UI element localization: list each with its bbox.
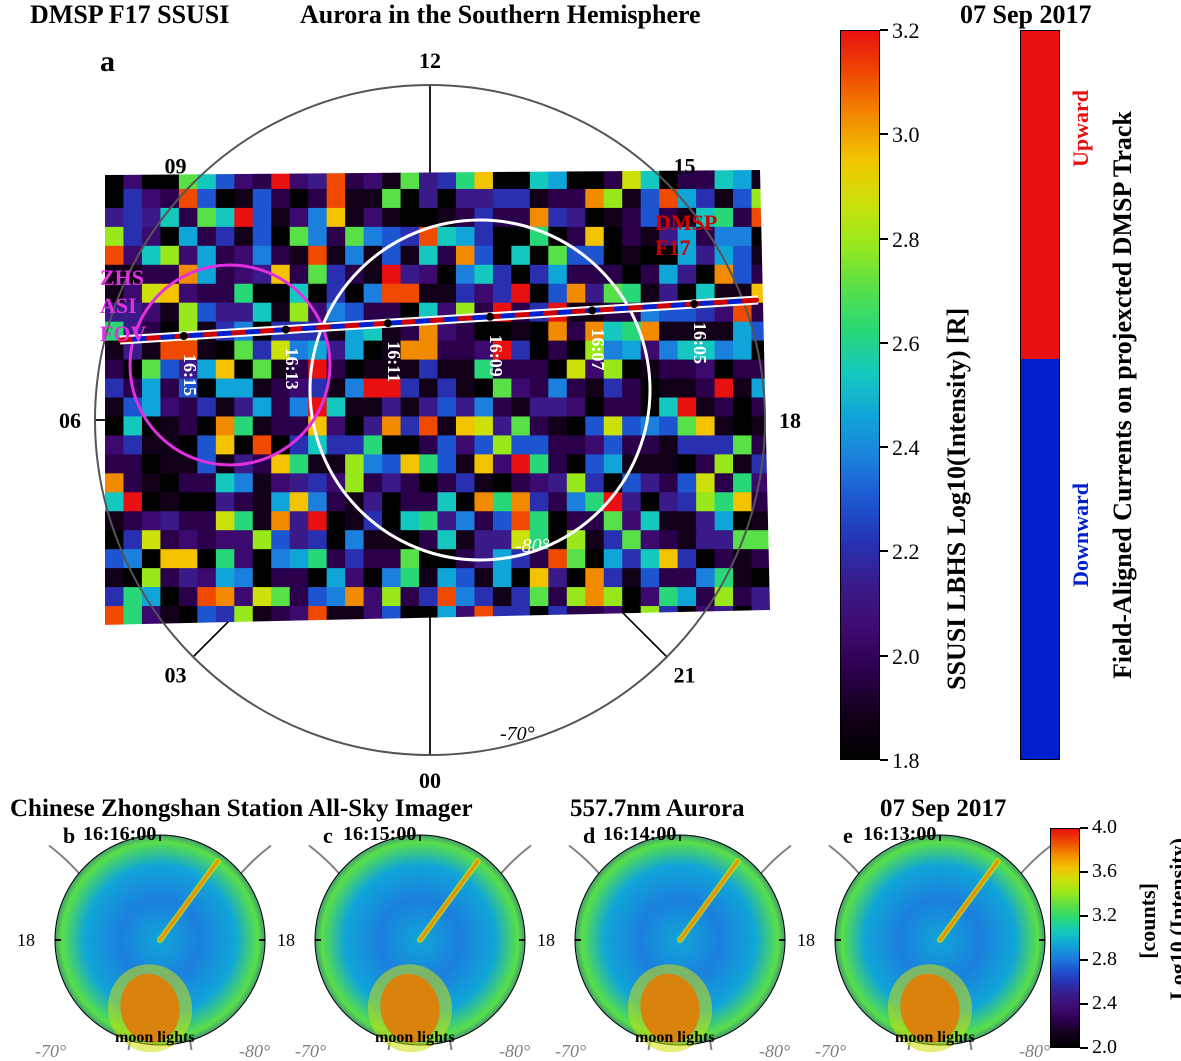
lat70-label: -70°	[500, 723, 535, 745]
colorbar-tick	[880, 342, 888, 344]
thumb-18: 18	[537, 930, 555, 951]
thumb-time: 16:16:00	[83, 823, 156, 846]
thumb-c: c16:15:0018-70°-80°moon lights	[295, 825, 545, 1061]
fac-upward-label: Upward	[1068, 90, 1094, 167]
thumb-time: 16:13:00	[863, 823, 936, 846]
lat80-label: -80°	[515, 535, 550, 557]
thumb-time: 16:15:00	[343, 823, 416, 846]
colorbar-ticklabel: 2.0	[1092, 1036, 1117, 1059]
moon-label: moon lights	[635, 1029, 715, 1047]
zhs-label: ZHS	[100, 265, 144, 291]
thumb-lat70: -70°	[35, 1041, 66, 1061]
track-time: 16:05	[690, 322, 710, 364]
panel-a-svg: 16:15 16:13 16:11 16:09 16:07 16:05 12 15 18 21 00…	[0, 20, 830, 790]
hour-label: 18	[779, 408, 801, 433]
track-time: 16:07	[588, 328, 608, 370]
thumb-lat70: -70°	[815, 1041, 846, 1061]
thumb-18: 18	[277, 930, 295, 951]
thumb-b: b16:16:0018-70°-80°moon lights	[35, 825, 285, 1061]
thumb-18: 18	[17, 930, 35, 951]
header-right: 07 Sep 2017	[960, 0, 1091, 30]
thumb-18: 18	[797, 930, 815, 951]
colorbar-ticklabel: 2.0	[892, 644, 920, 670]
thumb-lat80: -80°	[239, 1041, 270, 1061]
colorbar-tick	[880, 133, 888, 135]
colorbar3-axis-label2: Log10 (Intensity)	[1165, 838, 1181, 1000]
thumb-svg	[295, 825, 550, 1061]
hour-label: 09	[164, 153, 186, 178]
colorbar-tick	[880, 29, 888, 31]
thumb-lat70: -70°	[555, 1041, 586, 1061]
zhs-label: ASI	[100, 293, 137, 319]
colorbar-ticklabel: 2.4	[1092, 992, 1117, 1015]
colorbar-fac-lower	[1020, 359, 1060, 761]
row2-header-right: 07 Sep 2017	[880, 795, 1006, 823]
thumb-lat80: -80°	[759, 1041, 790, 1061]
dmsp-label-2: F17	[655, 235, 690, 261]
thumb-id: e	[843, 823, 853, 849]
colorbar-ticklabel: 2.8	[892, 227, 920, 253]
row2-header-center: 557.7nm Aurora	[570, 795, 745, 823]
thumb-d: d16:14:0018-70°-80°moon lights	[555, 825, 805, 1061]
colorbar-ticklabel: 2.8	[1092, 948, 1117, 971]
thumb-id: b	[63, 823, 75, 849]
thumb-lat70: -70°	[295, 1041, 326, 1061]
track-time: 16:13	[282, 348, 302, 390]
thumb-lat80: -80°	[1019, 1041, 1050, 1061]
colorbar-tick	[1080, 959, 1088, 961]
row2-header-left: Chinese Zhongshan Station All-Sky Imager	[10, 795, 473, 823]
colorbar-ticklabel: 4.0	[1092, 816, 1117, 839]
thumb-svg	[555, 825, 810, 1061]
colorbar-ticklabel: 2.4	[892, 435, 920, 461]
hour-label: 00	[419, 768, 441, 790]
hour-label: 06	[59, 408, 81, 433]
colorbar-tick	[1080, 871, 1088, 873]
colorbar-tick	[1080, 827, 1088, 829]
colorbar-thumbs	[1050, 828, 1080, 1048]
hour-label: 12	[419, 48, 441, 73]
moon-label: moon lights	[375, 1029, 455, 1047]
thumb-e: e16:13:0018-70°-80°moon lights	[815, 825, 1065, 1061]
moon-label: moon lights	[895, 1029, 975, 1047]
panel-a: 16:15 16:13 16:11 16:09 16:07 16:05 12 15 18 21 00…	[0, 20, 830, 790]
colorbar3-axis-label1: [counts]	[1135, 883, 1161, 959]
colorbar2-axis-label: Field-Aligned Currents on projexcted DMS…	[1108, 30, 1138, 760]
thumb-id: c	[323, 823, 333, 849]
fac-downward-label: Downward	[1068, 483, 1094, 587]
track-time: 16:15	[180, 354, 200, 396]
track-time: 16:09	[486, 335, 506, 377]
colorbar-tick	[880, 238, 888, 240]
colorbar-ticklabel: 2.6	[892, 331, 920, 357]
hour-label: 15	[674, 153, 696, 178]
colorbar-ssusi	[840, 30, 880, 760]
colorbar-fac-upper	[1020, 30, 1060, 359]
thumb-svg	[35, 825, 290, 1061]
colorbar1-axis-label: SSUSI LBHS Log10(Intensity) [R]	[942, 100, 972, 690]
colorbar-tick	[880, 550, 888, 552]
hour-label: 03	[164, 663, 186, 688]
hour-label: 21	[674, 663, 696, 688]
colorbar-tick	[880, 446, 888, 448]
zhs-label: FOV	[100, 321, 146, 347]
panel-a-label: a	[100, 45, 115, 79]
colorbar-tick	[880, 655, 888, 657]
colorbar-ticklabel: 3.2	[1092, 904, 1117, 927]
moon-label: moon lights	[115, 1029, 195, 1047]
colorbar-tick	[880, 759, 888, 761]
colorbar-ticklabel: 3.2	[892, 18, 920, 44]
colorbar-ticklabel: 2.2	[892, 539, 920, 565]
colorbar-ticklabel: 3.6	[1092, 860, 1117, 883]
colorbar-tick	[1080, 1003, 1088, 1005]
colorbar-tick	[1080, 1047, 1088, 1049]
colorbar-tick	[1080, 915, 1088, 917]
colorbar-ticklabel: 1.8	[892, 748, 920, 774]
dmsp-label-1: DMSP	[655, 210, 717, 236]
thumb-time: 16:14:00	[603, 823, 676, 846]
thumb-lat80: -80°	[499, 1041, 530, 1061]
thumb-id: d	[583, 823, 595, 849]
colorbar-ticklabel: 3.0	[892, 122, 920, 148]
track-time: 16:11	[384, 341, 404, 382]
thumb-svg	[815, 825, 1070, 1061]
